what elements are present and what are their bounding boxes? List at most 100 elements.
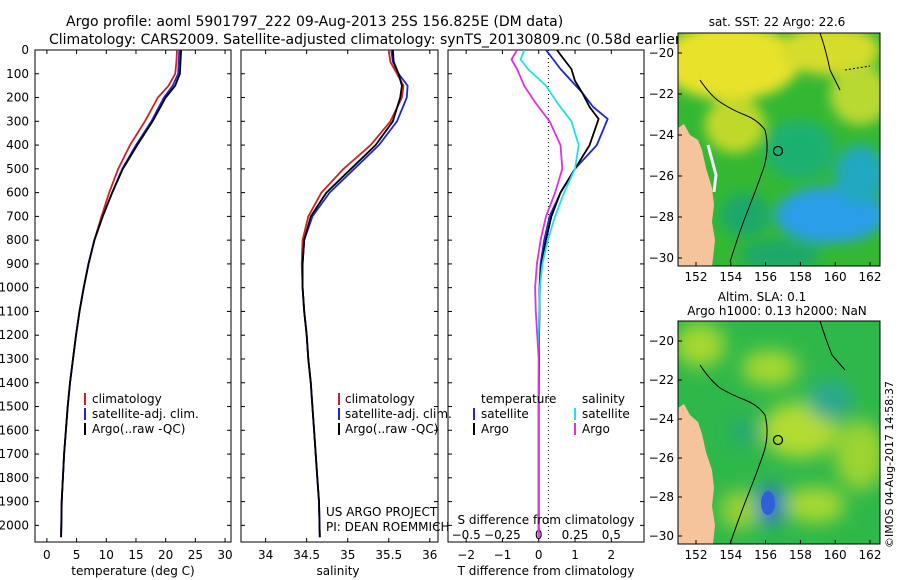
depth-tick-label: 700 [6, 209, 29, 223]
series-s-satellite [519, 50, 580, 538]
legend-salinity-title: salinity [582, 392, 625, 406]
x-tick-label: 35.5 [375, 548, 402, 562]
map-x-tick-label: 154 [719, 270, 742, 284]
depth-tick-label: 900 [6, 257, 29, 271]
sst-map: sat. SST: 22 Argo: 22.6 152 154 156 158 1 [649, 15, 882, 284]
series-satellite [60, 50, 181, 538]
salinity-x-axis: 34 34.5 35 35.5 36 [258, 50, 437, 562]
difference-legend: temperature salinity satellite Argo sate… [473, 392, 630, 436]
x-tick-label: 5 [73, 548, 81, 562]
depth-tick-label: 2000 [0, 518, 29, 532]
map-x-tick-label: 158 [789, 548, 812, 562]
depth-tick-label: 800 [6, 233, 29, 247]
map-x-tick-label: 162 [859, 548, 882, 562]
legend-satellite-label: satellite-adj. clim. [345, 407, 452, 421]
x-tick-label: −2 [457, 548, 475, 562]
map-x-tick-label: 154 [719, 548, 742, 562]
sla-map-title: Altim. SLA: 0.1 [718, 290, 806, 304]
x-tick-label: 15 [128, 548, 143, 562]
legend-climatology-label: climatology [92, 392, 162, 406]
credit-pi: PI: DEAN ROEMMICH [326, 520, 449, 534]
map-x-tick-label: 162 [859, 270, 882, 284]
legend-satellite-label: satellite-adj. clim. [92, 407, 199, 421]
s-tick-label: 0.25 [562, 528, 589, 542]
s-tick-label: −0.5 [452, 528, 481, 542]
s-tick-label: 0.5 [602, 528, 621, 542]
map-y-tick-label: −30 [649, 251, 674, 265]
depth-tick-label: 1200 [0, 328, 29, 342]
x-tick-label: 25 [188, 548, 203, 562]
depth-tick-label: 300 [6, 114, 29, 128]
legend-argo-label: Argo(..raw -QC) [92, 422, 185, 436]
s-difference-x-label: S difference from climatology [458, 513, 635, 527]
depth-tick-label: 1900 [0, 495, 29, 509]
s-tick-label: −0.25 [484, 528, 521, 542]
map-x-tick-label: 160 [824, 270, 847, 284]
x-tick-label: 0 [535, 548, 543, 562]
series-argo [301, 50, 403, 538]
map-y-tick-label: −20 [649, 334, 674, 348]
map-x-tick-label: 158 [789, 270, 812, 284]
depth-tick-label: 1800 [0, 471, 29, 485]
temperature-frame [34, 49, 232, 543]
x-tick-label: 35 [340, 548, 355, 562]
credit-project: US ARGO PROJECT [326, 505, 438, 519]
s-difference-x-axis: −0.5 −0.25 0 0.25 0.5 [452, 528, 621, 542]
map-x-tick-label: 156 [754, 548, 777, 562]
temperature-x-axis: 0 5 10 15 20 25 30 [43, 50, 233, 562]
x-tick-label: 2 [608, 548, 616, 562]
map-y-tick-label: −24 [649, 128, 674, 142]
depth-tick-label: 1600 [0, 423, 29, 437]
x-tick-label: 34.5 [293, 548, 320, 562]
argo-position-marker [772, 434, 784, 446]
salinity-frame [240, 49, 439, 543]
t-difference-x-label: T difference from climatology [457, 564, 635, 578]
argo-position-marker [772, 145, 784, 157]
x-tick-label: 36 [422, 548, 437, 562]
salinity-x-label: salinity [316, 564, 359, 578]
map-y-tick-label: −20 [649, 46, 674, 60]
x-tick-label: −1 [494, 548, 512, 562]
salinity-legend: climatology satellite-adj. clim. Argo(..… [338, 392, 452, 436]
map-y-tick-label: −26 [649, 169, 674, 183]
series-argo [60, 50, 182, 538]
temperature-panel: 0100200300400500600700800900100011001200… [0, 43, 233, 578]
depth-tick-label: 1000 [0, 281, 29, 295]
x-tick-label: 34 [258, 548, 273, 562]
map-y-tick-label: −22 [649, 87, 674, 101]
salinity-panel: 34 34.5 35 35.5 36 salinity climatology sate… [240, 49, 452, 578]
depth-tick-label: 500 [6, 162, 29, 176]
legend-climatology-label: climatology [345, 392, 415, 406]
series-climatology [60, 50, 178, 538]
temperature-x-label: temperature (deg C) [71, 564, 194, 578]
legend-t-argo-label: Argo [481, 422, 509, 436]
depth-tick-label: 200 [6, 91, 29, 105]
map-y-tick-label: −28 [649, 490, 674, 504]
legend-s-satellite-label: satellite [582, 407, 630, 421]
land-area [678, 404, 715, 544]
map-y-tick-label: −28 [649, 210, 674, 224]
legend-s-argo-label: Argo [582, 422, 610, 436]
sst-map-title: sat. SST: 22 Argo: 22.6 [709, 15, 846, 29]
map-y-tick-label: −30 [649, 529, 674, 543]
map-x-tick-label: 152 [685, 270, 708, 284]
legend-t-satellite-label: satellite [481, 407, 529, 421]
map-y-tick-label: −22 [649, 373, 674, 387]
depth-tick-label: 1400 [0, 376, 29, 390]
temperature-legend: climatology satellite-adj. clim. Argo(..… [84, 392, 199, 436]
x-tick-label: 10 [99, 548, 114, 562]
map-x-tick-label: 156 [754, 270, 777, 284]
land-area [678, 124, 715, 266]
x-tick-label: 0 [43, 548, 51, 562]
t-difference-x-axis: −2 −1 0 1 2 [457, 50, 615, 562]
depth-tick-label: 600 [6, 186, 29, 200]
difference-frame [447, 49, 645, 543]
sla-map: Altim. SLA: 0.1 Argo h1000: 0.13 h2000: … [649, 290, 882, 562]
depth-tick-label: 1300 [0, 352, 29, 366]
map-x-tick-label: 160 [824, 548, 847, 562]
header-line-2: Climatology: CARS2009. Satellite-adjuste… [49, 32, 686, 48]
legend-temperature-title: temperature [481, 392, 556, 406]
depth-tick-label: 400 [6, 138, 29, 152]
sla-map-title-2: Argo h1000: 0.13 h2000: NaN [687, 304, 867, 318]
